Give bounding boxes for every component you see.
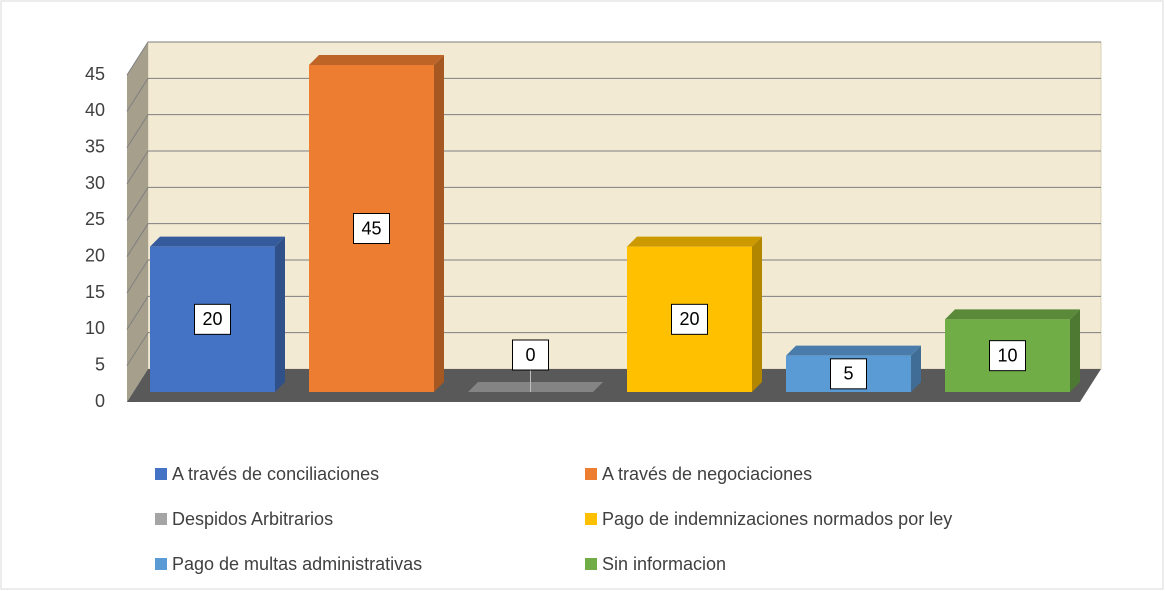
grid-line [126,332,149,366]
grid-line [126,187,149,221]
legend-label: Despidos Arbitrarios [172,509,333,529]
bar-top [627,236,762,247]
data-label-box [830,358,867,390]
bar-top [786,345,921,356]
data-label: 0 [525,345,535,365]
grid-line [126,223,149,257]
bar-side [275,236,285,392]
bar-side [752,236,762,392]
grid-line [126,150,149,185]
legend-label: A través de conciliaciones [172,464,379,484]
bar-top [150,236,285,247]
data-label-box [671,303,708,335]
grid-line [126,114,149,148]
data-label-box [512,339,549,371]
legend-label: Pago de multas administrativas [172,554,422,574]
y-tick-label: 15 [85,282,105,302]
grid-line [126,296,149,330]
bar-top [468,382,603,392]
data-label-box [194,303,231,335]
legend-label: Pago de indemnizaciones normados por ley [602,509,952,529]
data-label: 5 [843,364,853,384]
bar-side [911,345,921,392]
grid-line [126,78,149,112]
legend-swatch [585,513,597,525]
side-wall [127,42,148,402]
data-label: 20 [202,309,222,329]
data-label: 20 [679,309,699,329]
legend-swatch [155,513,167,525]
y-tick-label: 0 [95,391,105,411]
y-tick-label: 45 [85,64,105,84]
y-tick-label: 10 [85,318,105,338]
y-tick-label: 25 [85,209,105,229]
legend-swatch [155,558,167,570]
legend-swatch [585,558,597,570]
y-tick-label: 30 [85,173,105,193]
y-tick-label: 35 [85,136,105,156]
bar-side [434,55,444,392]
data-label: 10 [997,345,1017,365]
bar-top [309,55,444,65]
y-tick-label: 20 [85,245,105,265]
data-label-box [989,340,1026,372]
grid-line [126,259,149,294]
grid-line [126,41,149,76]
legend-swatch [155,468,167,480]
legend-label: Sin informacion [602,554,726,574]
data-label: 45 [361,218,381,238]
legend-label: A través de negociaciones [602,464,812,484]
data-label-box [353,213,390,244]
legend-swatch [585,468,597,480]
y-tick-label: 5 [95,354,105,374]
bar-side [1070,309,1080,392]
y-tick-label: 40 [85,100,105,120]
bar-top [945,309,1080,320]
